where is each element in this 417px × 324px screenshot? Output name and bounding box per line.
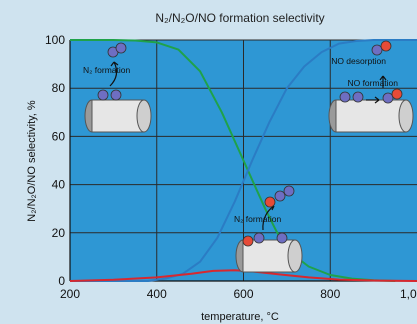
x-tick-label: 1,0 — [400, 287, 417, 301]
oxygen-atom-icon — [242, 235, 254, 247]
y-tick-label: 40 — [52, 178, 66, 192]
n2o-molecule-icon — [264, 196, 276, 208]
annotation-no-desorption: NO desorption — [331, 56, 386, 66]
annotation-no-formation: NO formation — [347, 78, 398, 88]
nitrogen-atom-icon — [339, 91, 351, 103]
nitrogen-atom-icon — [253, 232, 265, 244]
y-tick-label: 20 — [52, 226, 66, 240]
nitrogen-atom-icon — [110, 89, 122, 101]
y-tick-label: 60 — [52, 129, 66, 143]
x-tick-label: 800 — [320, 287, 340, 301]
nitrogen-atom-icon — [276, 232, 288, 244]
y-axis-label: N₂/N₂O/NO selectivity, % — [26, 100, 38, 222]
nitrogen-atom-icon — [352, 91, 364, 103]
y-tick-label: 100 — [45, 33, 65, 47]
y-tick-label: 0 — [58, 274, 65, 288]
chart-title: N₂/N₂O/NO formation selectivity — [155, 11, 324, 25]
x-axis-label: temperature, °C — [201, 311, 279, 323]
catalyst-wire-center-illustration — [235, 185, 303, 273]
y-tick-label: 80 — [52, 81, 66, 95]
x-tick-label: 600 — [233, 287, 253, 301]
n2-selectivity-line — [70, 39, 396, 282]
nitrogen-atom-icon — [97, 89, 109, 101]
no-molecule-icon — [382, 92, 394, 104]
annotation-n2-formation-left: N₂ formation — [83, 65, 131, 75]
annotation-n2-formation-center: N₂ formation — [234, 214, 282, 224]
no-desorbed-molecule-icon — [371, 44, 383, 56]
x-tick-label: 400 — [147, 287, 167, 301]
catalyst-wire-left-illustration — [84, 42, 152, 133]
x-tick-label: 200 — [60, 287, 80, 301]
catalyst-wire-right-illustration — [328, 40, 414, 133]
